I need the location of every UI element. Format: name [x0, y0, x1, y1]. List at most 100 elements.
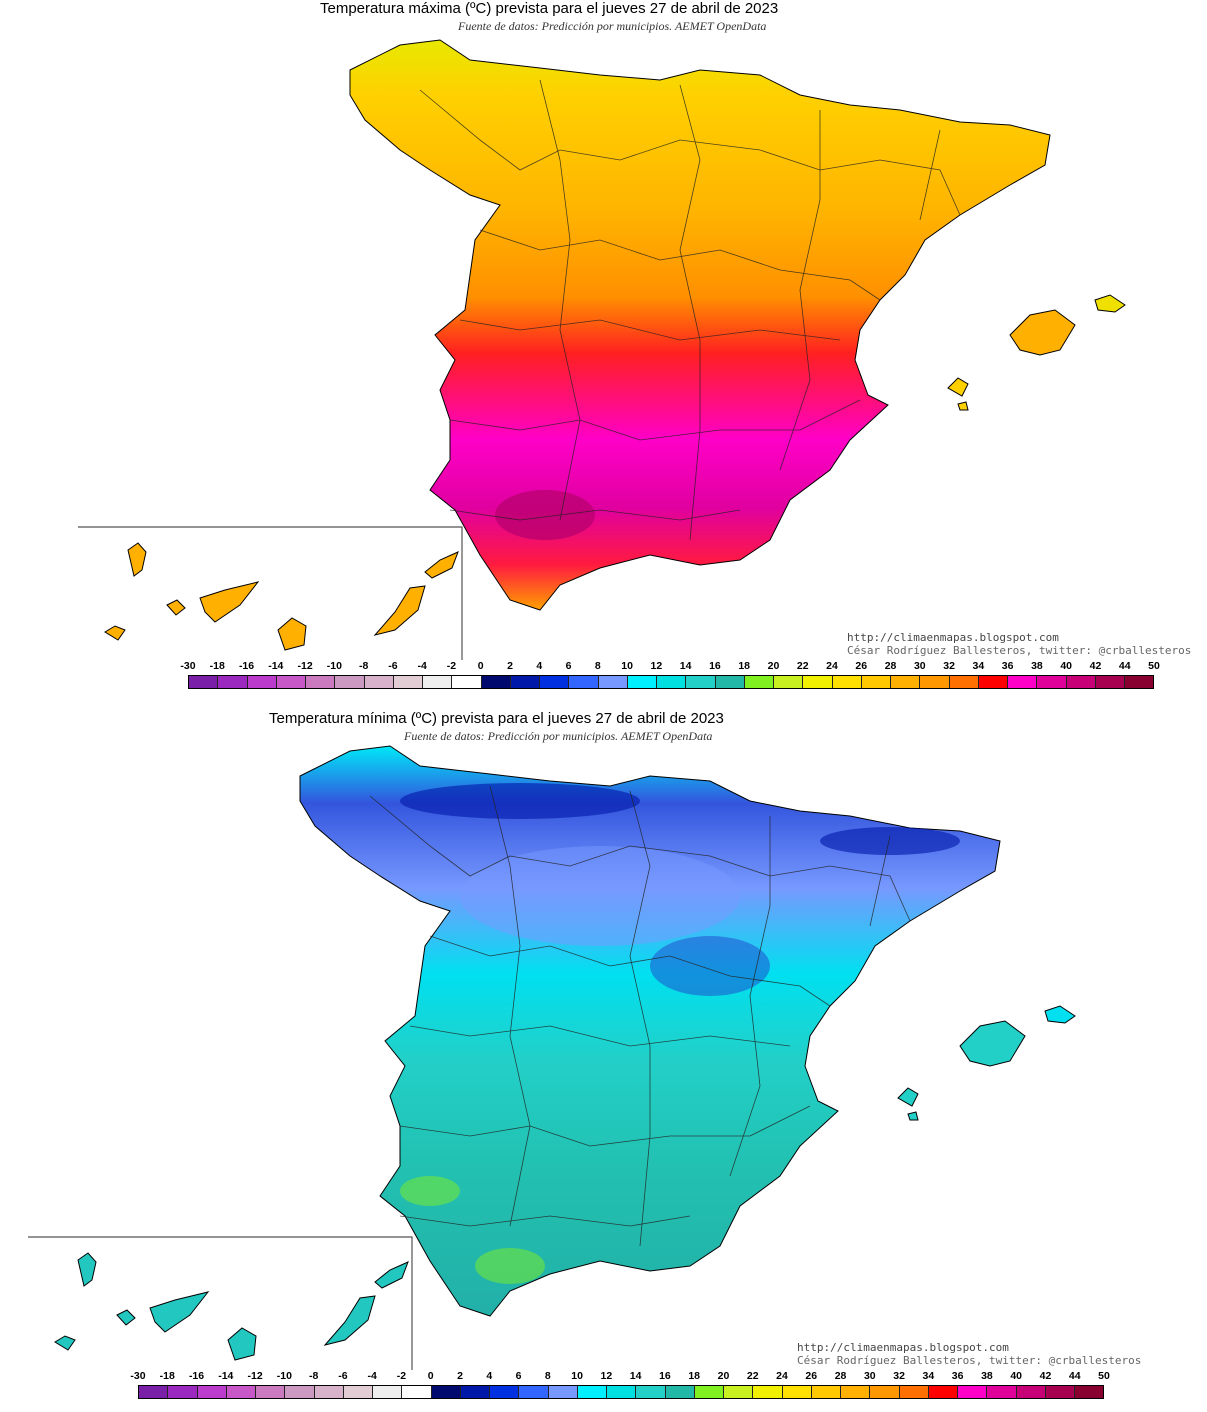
legend-tick-label: -16 — [188, 1370, 205, 1382]
map-subtitle: Fuente de datos: Predicción por municipi… — [458, 19, 767, 33]
legend-tick-label: 10 — [621, 660, 633, 672]
legend-color-swatch — [364, 676, 394, 688]
ibiza-shape — [897, 1087, 919, 1107]
legend-tick-label: 2 — [457, 1370, 463, 1382]
legend-tick-label: 28 — [884, 660, 897, 672]
legend-color-swatch — [139, 1386, 169, 1398]
legend-color-swatch — [314, 1386, 344, 1398]
la-gomera-shape — [166, 599, 186, 616]
legend-color-swatch — [540, 676, 570, 688]
la-palma-shape — [77, 1252, 97, 1287]
legend-tick-label: 16 — [659, 1370, 671, 1382]
province-borders — [369, 785, 911, 1247]
lanzarote-shape — [424, 551, 459, 579]
legend-tick-label: 6 — [565, 660, 572, 672]
legend-tick-label: 50 — [1148, 660, 1160, 672]
tenerife-shape — [149, 1291, 210, 1333]
legend-tick-label: 44 — [1118, 660, 1131, 672]
canary-inset-frame — [78, 526, 463, 660]
gran-canaria-shape — [227, 1327, 257, 1361]
legend-tick-label: 16 — [709, 660, 721, 672]
legend-color-swatch — [218, 676, 248, 688]
legend-tick-label: 8 — [594, 660, 601, 672]
legend-tick-label: 24 — [776, 1370, 788, 1382]
legend-color-swatch — [928, 1386, 958, 1398]
legend-color-swatch — [569, 676, 599, 688]
cool-zone-meseta — [460, 846, 740, 946]
warm-spot-cadiz — [475, 1248, 545, 1284]
legend-color-swatch — [598, 676, 628, 688]
legend-color-swatch — [197, 1386, 227, 1398]
map-subtitle: Fuente de datos: Predicción por municipi… — [404, 729, 713, 743]
legend-color-swatch — [423, 676, 453, 688]
legend-color-swatch — [285, 1386, 315, 1398]
legend-color-swatch — [1037, 676, 1067, 688]
legend-color-swatch — [920, 676, 950, 688]
legend-color-swatch — [256, 1386, 286, 1398]
color-scale-legend: -30 -18 -16 -14 -12 -10 -8 -6 -4 -2 0 2 4 6 8 10 12 14 16 1… — [180, 660, 1160, 690]
legend-color-swatch — [870, 1386, 900, 1398]
legend-tick-label: 30 — [913, 660, 926, 672]
legend-color-swatch — [247, 676, 277, 688]
mallorca-shape — [959, 1020, 1026, 1067]
legend-tick-label: 0 — [477, 660, 484, 672]
legend-tick-label: -8 — [358, 660, 369, 672]
legend-color-swatch — [276, 676, 306, 688]
legend-color-swatch — [774, 676, 804, 688]
legend-color-swatch — [958, 1386, 988, 1398]
legend-tick-label: 36 — [951, 1370, 964, 1382]
canary-islands — [54, 1252, 409, 1361]
legend-tick-label: -14 — [268, 660, 284, 672]
legend-color-swatch — [1066, 676, 1096, 688]
legend-tick-label: 50 — [1098, 1370, 1110, 1382]
legend-color-swatch — [393, 676, 423, 688]
legend-tick-label: 42 — [1089, 660, 1102, 672]
credit-author: César Rodríguez Ballesteros, twitter: @c… — [847, 644, 1192, 657]
legend-tick-label: 18 — [738, 660, 751, 672]
legend-tick-label: -4 — [417, 660, 427, 672]
credit-block: http://climaenmapas.blogspot.com César R… — [847, 631, 1191, 657]
map-title: Temperatura máxima (ºC) prevista para el… — [320, 0, 779, 17]
legend-tick-label: 30 — [863, 1370, 876, 1382]
legend-color-swatch — [627, 676, 657, 688]
canary-inset-frame — [28, 1236, 413, 1370]
legend-tick-label: 26 — [855, 660, 868, 672]
legend-tick-label: 12 — [600, 1370, 613, 1382]
legend-tick-label: 26 — [805, 1370, 818, 1382]
map-title: Temperatura mínima (ºC) prevista para el… — [269, 710, 724, 727]
legend-color-swatch — [694, 1386, 724, 1398]
lanzarote-shape — [374, 1261, 409, 1289]
min-temperature-map-panel: Temperatura mínima (ºC) prevista para el… — [0, 706, 1207, 1412]
legend-color-bar — [138, 1385, 1104, 1399]
legend-tick-label: -12 — [247, 1370, 263, 1382]
legend-color-swatch — [548, 1386, 578, 1398]
legend-tick-label: -6 — [338, 1370, 348, 1382]
legend-tick-label: 12 — [650, 660, 663, 672]
legend-color-swatch — [306, 676, 336, 688]
fuerteventura-shape — [373, 585, 426, 636]
ibiza-shape — [947, 377, 969, 397]
legend-color-swatch — [168, 1386, 198, 1398]
legend-color-swatch — [607, 1386, 637, 1398]
legend-color-swatch — [978, 676, 1008, 688]
legend-color-swatch — [832, 676, 862, 688]
legend-color-swatch — [891, 676, 921, 688]
legend-color-swatch — [782, 1386, 812, 1398]
legend-tick-label: -6 — [388, 660, 398, 672]
legend-color-swatch — [636, 1386, 666, 1398]
credit-url: http://climaenmapas.blogspot.com — [847, 631, 1059, 644]
legend-tick-label: -18 — [159, 1370, 175, 1382]
legend-color-swatch — [686, 676, 716, 688]
legend-tick-label: 38 — [1031, 660, 1043, 672]
legend-tick-label: 22 — [746, 1370, 759, 1382]
legend-color-swatch — [861, 676, 891, 688]
el-hierro-shape — [104, 625, 126, 641]
legend-color-swatch — [744, 676, 774, 688]
legend-color-swatch — [189, 676, 219, 688]
credit-block: http://climaenmapas.blogspot.com César R… — [797, 1341, 1141, 1367]
province-borders — [419, 79, 961, 541]
legend-color-bar — [188, 675, 1154, 689]
legend-tick-label: -14 — [218, 1370, 234, 1382]
credit-author: César Rodríguez Ballesteros, twitter: @c… — [797, 1354, 1142, 1367]
tenerife-shape — [199, 581, 260, 623]
